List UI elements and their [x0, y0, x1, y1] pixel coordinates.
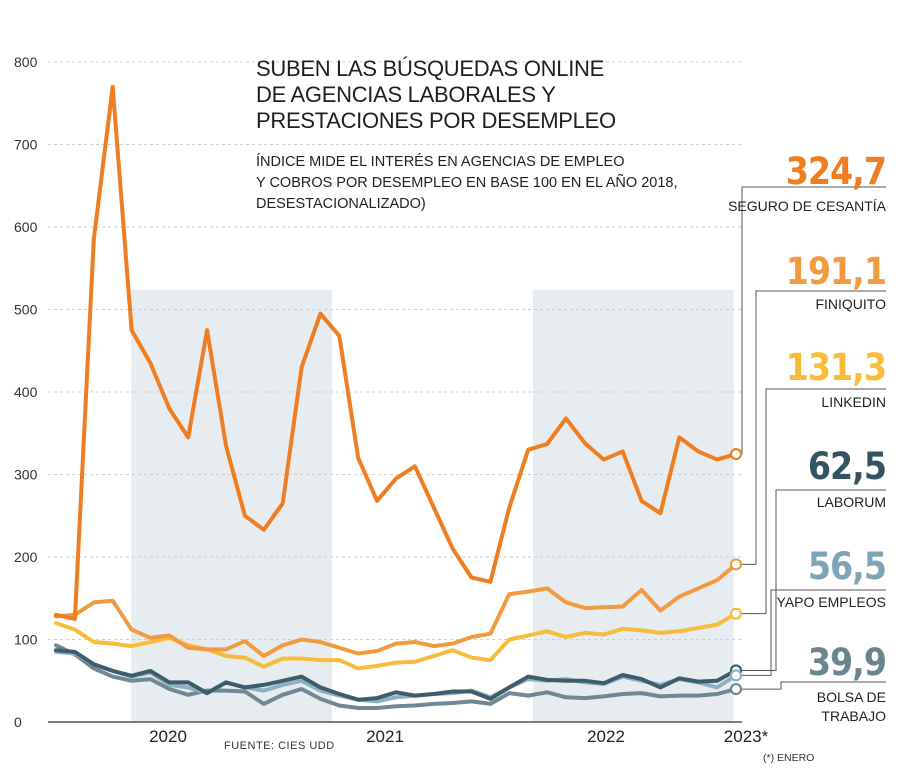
y-tick-label: 700 [14, 137, 38, 153]
title-line: DE AGENCIAS LABORALES Y [256, 82, 556, 107]
y-tick-label: 100 [14, 632, 38, 648]
leader-lines [741, 186, 886, 690]
title-line: SUBEN LAS BÚSQUEDAS ONLINE [256, 56, 604, 81]
subtitle-line: Y COBROS POR DESEMPLEO EN BASE 100 EN EL… [256, 175, 678, 191]
source-note: FUENTE: CIES UDD [224, 740, 335, 752]
leader-line-1 [742, 290, 886, 565]
value-label-linkedin: 131,3 [785, 346, 887, 389]
leader-line-5 [742, 681, 886, 690]
value-label-finiquito: 191,1 [785, 250, 887, 293]
value-label-bolsa: 39,9 [807, 641, 887, 684]
series-lines [54, 84, 738, 710]
leader-line-2 [742, 388, 886, 615]
subtitle-line: DESESTACIONALIZADO) [256, 196, 426, 212]
series-label-bolsa: BOLSA DE TRABAJO [816, 689, 886, 724]
gridlines [48, 61, 742, 723]
y-tick-label: 200 [14, 549, 38, 565]
leader-line-3 [742, 489, 886, 671]
series-line-0 [54, 84, 738, 621]
end-marker-5 [729, 682, 743, 696]
year-band-2020 [131, 290, 333, 722]
x-tick-label: 2021 [366, 727, 404, 746]
value-label-laborum: 62,5 [807, 445, 887, 488]
end-marker-0 [729, 448, 743, 461]
x-tick-label: 2022 [587, 727, 625, 746]
series-line-3 [54, 648, 738, 702]
y-tick-label: 0 [14, 714, 22, 730]
leader-line-4 [742, 589, 886, 676]
value-label-seguro: 324,7 [785, 150, 887, 193]
series-label-laborum: LABORUM [816, 494, 886, 510]
end-marker-1 [729, 558, 743, 571]
end-markers [729, 448, 743, 696]
series-label-yapo: YAPO EMPLEOS [776, 594, 886, 610]
series-line-2 [54, 611, 738, 671]
y-tick-label: 400 [14, 384, 38, 400]
y-tick-label: 300 [14, 467, 38, 483]
end-marker-4 [729, 669, 743, 682]
year-bands [131, 290, 734, 722]
y-tick-label: 800 [14, 54, 38, 70]
y-axis-labels: 0 100 200 300 400 500 600 700 800 [14, 54, 38, 730]
chart-title: SUBEN LAS BÚSQUEDAS ONLINE DE AGENCIAS L… [256, 56, 616, 134]
chart-subtitle: ÍNDICE MIDE EL INTERÉS EN AGENCIAS DE EM… [256, 152, 726, 215]
leader-line-0 [741, 186, 886, 455]
subtitle-line: ÍNDICE MIDE EL INTERÉS EN AGENCIAS DE EM… [256, 154, 625, 170]
y-tick-label: 500 [14, 302, 38, 318]
value-label-yapo: 56,5 [807, 545, 887, 588]
x-tick-label: 2023* [724, 727, 769, 746]
year-band-2022 [532, 290, 734, 722]
footnote: (*) ENERO [763, 752, 815, 764]
title-line: PRESTACIONES POR DESEMPLEO [256, 108, 616, 133]
y-tick-label: 600 [14, 219, 38, 235]
series-label-finiquito: FINIQUITO [815, 296, 886, 312]
x-axis-labels: 2020 2021 2022 2023* [149, 727, 769, 746]
series-label-seguro: SEGURO DE CESANTÍA [728, 198, 886, 214]
series-line-5 [54, 643, 738, 710]
x-tick-label: 2020 [149, 727, 187, 746]
end-marker-2 [729, 607, 743, 620]
series-label-linkedin: LINKEDIN [821, 394, 886, 410]
series-line-1 [54, 562, 738, 658]
